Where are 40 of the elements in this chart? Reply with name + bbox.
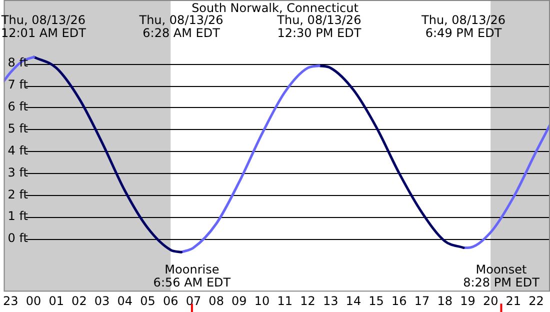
x-tick-label: 05 — [140, 294, 156, 308]
x-tick-label: 23 — [2, 294, 18, 308]
y-tick-label: 2 ft — [8, 187, 28, 202]
annotation: Thu, 08/13/26 12:01 AM EDT — [0, 13, 87, 40]
x-tick-label: 12 — [300, 294, 316, 308]
x-tick-label: 11 — [277, 294, 293, 308]
x-tick-label: 16 — [392, 294, 407, 308]
ref-line-label: Moonrise 6:56 AM EDT — [153, 262, 232, 290]
x-tick-label: 08 — [208, 294, 224, 308]
x-tick-label: 02 — [72, 294, 87, 308]
y-tick-label: 4 ft — [8, 143, 28, 158]
x-tick-label: 14 — [346, 294, 362, 308]
x-tick-label: 21 — [506, 294, 522, 308]
x-tick-label: 18 — [437, 294, 453, 308]
y-tick-label: 3 ft — [8, 165, 28, 180]
annotation: Thu, 08/13/26 6:28 AM EDT — [138, 13, 224, 40]
x-tick-label: 09 — [232, 294, 247, 308]
chart-title: South Norwalk, Connecticut — [192, 1, 359, 15]
y-tick-label: 6 ft — [8, 100, 28, 114]
annotation: Thu, 08/13/26 6:49 PM EDT — [420, 13, 506, 40]
x-tick-label: 17 — [414, 294, 430, 308]
x-tick-label: 03 — [94, 294, 110, 308]
x-tick-label: 22 — [528, 294, 544, 308]
y-tick-label: 0 ft — [8, 231, 28, 246]
x-tick-label: 00 — [26, 294, 42, 308]
x-tick-label: 06 — [162, 294, 178, 308]
y-tick-label: 7 ft — [8, 78, 28, 92]
x-tick-label: 07 — [186, 294, 202, 308]
x-tick-label: 13 — [322, 294, 338, 308]
x-tick-label: 20 — [482, 294, 498, 308]
x-tick-label: 04 — [117, 294, 133, 308]
ref-line-label: Moonset 8:28 PM EDT — [463, 262, 540, 290]
y-tick-label: 8 ft — [8, 56, 28, 70]
y-tick-label: 5 ft — [8, 121, 28, 136]
x-tick-label: 15 — [368, 294, 384, 308]
x-tick-label: 19 — [460, 294, 476, 308]
y-tick-label: 1 ft — [8, 209, 28, 224]
annotation: Thu, 08/13/26 12:30 PM EDT — [276, 13, 362, 40]
x-tick-label: 10 — [254, 294, 270, 308]
x-tick-label: 01 — [48, 294, 64, 308]
